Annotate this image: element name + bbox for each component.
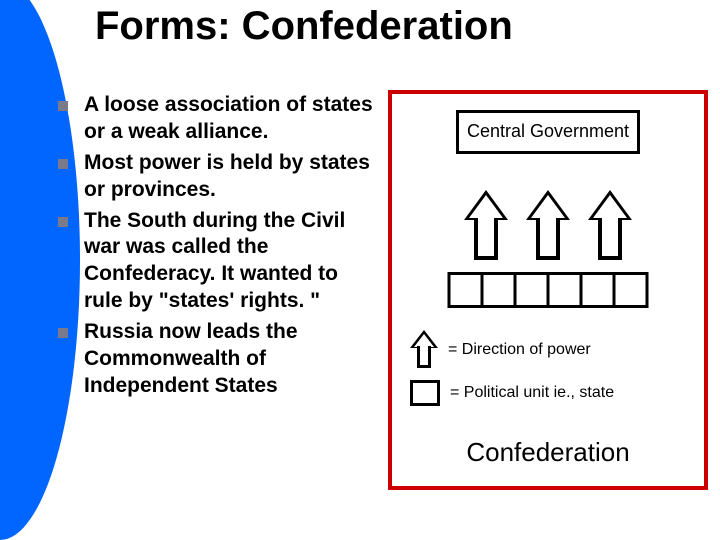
up-arrow-icon <box>588 190 632 260</box>
legend-box-label: = Political unit ie., state <box>450 384 614 402</box>
bullet-marker-icon <box>58 101 68 111</box>
legend-row-box: = Political unit ie., state <box>410 380 614 406</box>
up-arrow-icon <box>464 190 508 260</box>
bullet-item: Most power is held by states or province… <box>58 150 378 204</box>
state-box-icon <box>580 272 616 308</box>
diagram-panel: Central Government = Direction of power … <box>388 90 708 490</box>
legend-box-icon <box>410 380 440 406</box>
central-government-box: Central Government <box>456 110 640 154</box>
states-row <box>448 272 649 308</box>
state-box-icon <box>547 272 583 308</box>
bullet-item: The South during the Civil war was calle… <box>58 208 378 316</box>
diagram-caption: Confederation <box>466 437 629 468</box>
bullet-marker-icon <box>58 159 68 169</box>
bullet-list: A loose association of states or a weak … <box>58 92 378 404</box>
state-box-icon <box>448 272 484 308</box>
bullet-item: A loose association of states or a weak … <box>58 92 378 146</box>
legend-arrow-label: = Direction of power <box>448 341 591 359</box>
legend: = Direction of power = Political unit ie… <box>410 330 614 416</box>
bullet-marker-icon <box>58 328 68 338</box>
slide-title: Forms: Confederation <box>95 6 513 46</box>
state-box-icon <box>613 272 649 308</box>
bullet-text: Most power is held by states or province… <box>84 150 378 204</box>
bullet-text: A loose association of states or a weak … <box>84 92 378 146</box>
up-arrow-icon <box>526 190 570 260</box>
legend-arrow-icon <box>410 330 438 370</box>
arrows-row <box>464 190 632 260</box>
bullet-text: The South during the Civil war was calle… <box>84 208 378 316</box>
state-box-icon <box>481 272 517 308</box>
bullet-item: Russia now leads the Commonwealth of Ind… <box>58 319 378 400</box>
legend-row-arrow: = Direction of power <box>410 330 614 370</box>
bullet-text: Russia now leads the Commonwealth of Ind… <box>84 319 378 400</box>
state-box-icon <box>514 272 550 308</box>
bullet-marker-icon <box>58 217 68 227</box>
